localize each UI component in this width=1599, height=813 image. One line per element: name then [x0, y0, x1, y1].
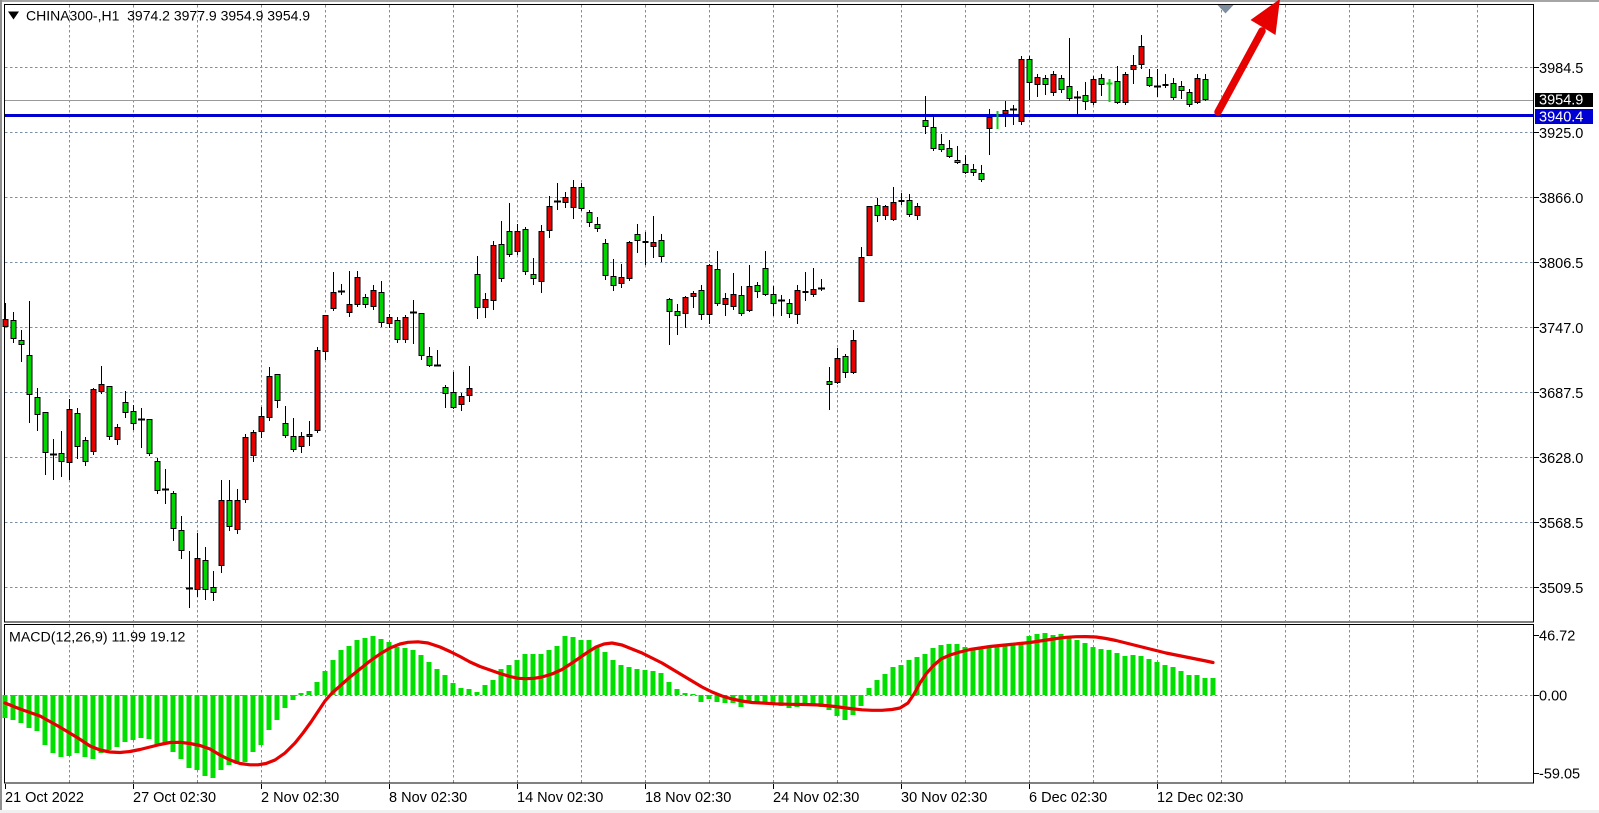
svg-text:46.72: 46.72 [1539, 629, 1575, 645]
svg-text:24 Nov 02:30: 24 Nov 02:30 [773, 790, 859, 806]
svg-text:3984.5: 3984.5 [1539, 61, 1583, 77]
svg-text:2 Nov 02:30: 2 Nov 02:30 [261, 790, 339, 806]
svg-text:18 Nov 02:30: 18 Nov 02:30 [645, 790, 731, 806]
svg-text:27 Oct 02:30: 27 Oct 02:30 [133, 790, 216, 806]
svg-text:3509.5: 3509.5 [1539, 581, 1583, 597]
svg-text:30 Nov 02:30: 30 Nov 02:30 [901, 790, 987, 806]
svg-text:CHINA300-,H1 3974.2 3977.9 39: CHINA300-,H1 3974.2 3977.9 3954.9 3954.9 [26, 8, 310, 24]
svg-text:3925.0: 3925.0 [1539, 126, 1583, 142]
svg-text:6 Dec 02:30: 6 Dec 02:30 [1029, 790, 1107, 806]
svg-text:3687.5: 3687.5 [1539, 386, 1583, 402]
svg-text:3806.5: 3806.5 [1539, 256, 1583, 272]
svg-text:8 Nov 02:30: 8 Nov 02:30 [389, 790, 467, 806]
svg-text:21 Oct 2022: 21 Oct 2022 [5, 790, 84, 806]
svg-text:14 Nov 02:30: 14 Nov 02:30 [517, 790, 603, 806]
svg-text:12 Dec 02:30: 12 Dec 02:30 [1157, 790, 1243, 806]
svg-text:3747.0: 3747.0 [1539, 321, 1583, 337]
svg-text:3568.5: 3568.5 [1539, 516, 1583, 532]
svg-text:3954.9: 3954.9 [1539, 93, 1583, 109]
svg-text:3628.0: 3628.0 [1539, 451, 1583, 467]
svg-text:3866.0: 3866.0 [1539, 191, 1583, 207]
svg-text:-59.05: -59.05 [1539, 767, 1580, 783]
svg-text:3940.4: 3940.4 [1539, 110, 1583, 126]
svg-text:0.00: 0.00 [1539, 689, 1567, 705]
svg-text:MACD(12,26,9) 11.99 19.12: MACD(12,26,9) 11.99 19.12 [9, 630, 186, 646]
